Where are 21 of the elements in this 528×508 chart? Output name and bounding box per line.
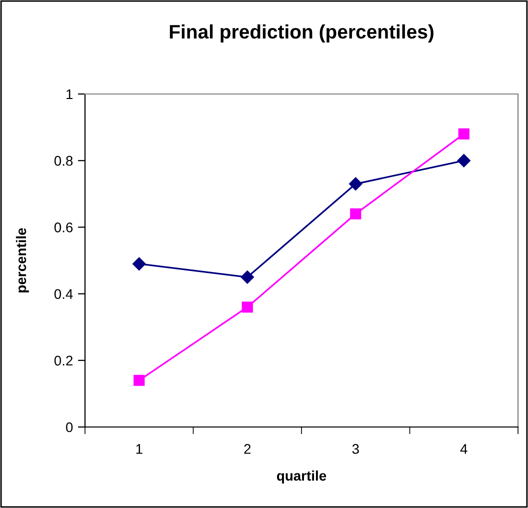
- point: [458, 128, 470, 140]
- point: [350, 208, 362, 220]
- point: [132, 257, 146, 270]
- y-tick-label: 1: [66, 89, 73, 100]
- chart-title: Final prediction (percentiles): [170, 24, 434, 42]
- x-tick-label: 4: [460, 444, 468, 454]
- y-tick-label: 0.8: [54, 156, 73, 166]
- point: [240, 270, 254, 284]
- x-tick-label: 3: [352, 444, 359, 454]
- point: [134, 374, 145, 386]
- y-tick-label: 0.6: [54, 222, 73, 232]
- point: [349, 177, 362, 190]
- x-tick-label: 2: [244, 444, 251, 454]
- y-tick-label: 0: [66, 422, 73, 432]
- point: [242, 302, 253, 313]
- x-axis-title: quartile: [276, 470, 326, 484]
- y-tick-label: 0.4: [54, 289, 73, 299]
- point: [457, 154, 470, 168]
- x-tick-label: 1: [136, 444, 142, 454]
- y-axis-title: percentile: [16, 228, 29, 292]
- y-tick-label: 0.2: [54, 356, 72, 366]
